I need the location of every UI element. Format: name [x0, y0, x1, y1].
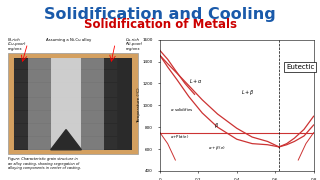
Bar — [28, 58, 51, 150]
Text: Eutectic: Eutectic — [286, 64, 314, 70]
Bar — [81, 58, 104, 150]
Bar — [14, 58, 132, 150]
Bar — [8, 53, 138, 154]
Text: Cu-rich
(Ni-poor)
regions: Cu-rich (Ni-poor) regions — [126, 38, 143, 51]
Text: Solidification of Metals: Solidification of Metals — [84, 18, 236, 31]
Text: $\alpha+\beta$(e): $\alpha+\beta$(e) — [208, 144, 226, 152]
Y-axis label: Temperature (°C): Temperature (°C) — [137, 87, 141, 123]
Text: Solidification and Cooling: Solidification and Cooling — [44, 7, 276, 22]
Text: Figure: Characteristic grain structure in
an alloy casting, showing segregation : Figure: Characteristic grain structure i… — [8, 157, 81, 170]
Polygon shape — [51, 130, 81, 150]
Text: $\beta$: $\beta$ — [214, 121, 219, 130]
Text: Ni-rich
(Cu-poor)
regions: Ni-rich (Cu-poor) regions — [8, 38, 26, 51]
Text: $L+\beta$: $L+\beta$ — [241, 88, 254, 97]
Text: $L+\alpha$: $L+\alpha$ — [189, 77, 203, 85]
Text: $\alpha$+Pbt(e): $\alpha$+Pbt(e) — [170, 133, 189, 140]
Text: $\alpha$ solidifies: $\alpha$ solidifies — [170, 106, 194, 113]
Text: Assuming a Ni-Cu alloy: Assuming a Ni-Cu alloy — [46, 38, 92, 42]
Bar — [51, 58, 81, 150]
